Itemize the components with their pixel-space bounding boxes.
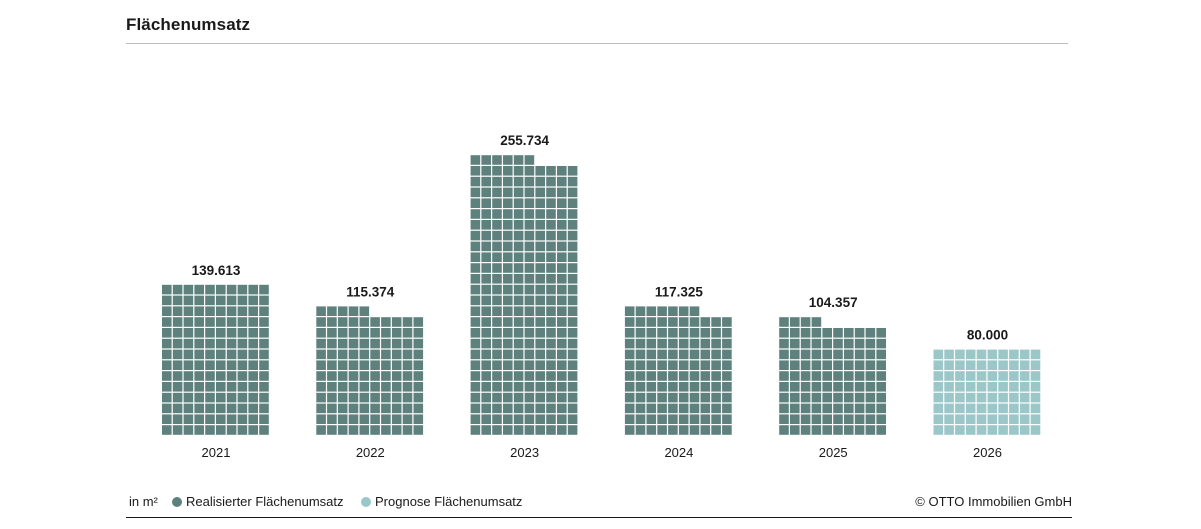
bar-2022: [316, 306, 424, 435]
data-label-2021: 139.613: [192, 263, 241, 278]
chart-title: Flächenumsatz: [126, 15, 251, 34]
x-tick-2026: 2026: [973, 445, 1002, 460]
footer-divider: [126, 517, 1072, 518]
bar-2025: [779, 317, 886, 435]
legend-dot-realisiert: [172, 497, 182, 507]
x-tick-2021: 2021: [202, 445, 231, 460]
data-label-2024: 117.325: [655, 284, 704, 299]
bar-2021: [162, 284, 269, 435]
data-label-2025: 104.357: [809, 295, 858, 310]
x-tick-2024: 2024: [664, 445, 693, 460]
legend-label-realisiert: Realisierter Flächenumsatz: [186, 494, 344, 509]
legend-item-prognose: Prognose Flächenumsatz: [361, 494, 522, 509]
copyright-notice: © OTTO Immobilien GmbH: [915, 494, 1072, 509]
chart-footer: in m² Realisierter Flächenumsatz Prognos…: [126, 494, 1072, 512]
legend-item-realisiert: Realisierter Flächenumsatz: [172, 494, 344, 509]
bar-2026: [933, 349, 1041, 435]
bar-2023: [470, 155, 578, 435]
legend-dot-prognose: [361, 497, 371, 507]
x-tick-2022: 2022: [356, 445, 385, 460]
data-label-2022: 115.374: [346, 284, 395, 299]
x-tick-2025: 2025: [819, 445, 848, 460]
bar-2024: [624, 306, 732, 435]
title-divider: [126, 43, 1068, 44]
waffle-bar-chart: 139.613 2021 115.374 2022 255.734 2023 117.325…: [162, 133, 1041, 460]
data-label-2026: 80.000: [967, 328, 1008, 343]
x-tick-2023: 2023: [510, 445, 539, 460]
data-label-2023: 255.734: [500, 133, 549, 148]
unit-label: in m²: [129, 494, 158, 509]
legend-label-prognose: Prognose Flächenumsatz: [375, 494, 523, 509]
